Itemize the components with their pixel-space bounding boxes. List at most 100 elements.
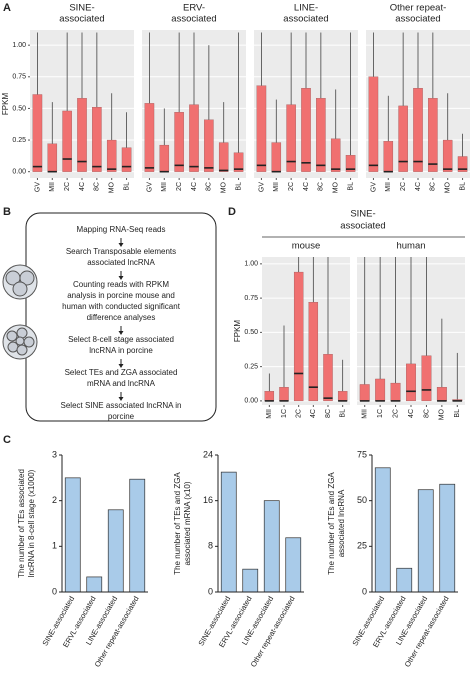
x-tick-label: 2C: [176, 182, 183, 191]
x-tick-label: MII: [266, 409, 273, 419]
plot-background: [262, 257, 350, 405]
y-tick-label: 3: [52, 449, 57, 459]
box: [442, 139, 453, 172]
flow-step: Select 8-cell stage associated: [68, 335, 174, 344]
y-tick-label: 25: [357, 541, 367, 551]
flow-step: associated lncRNA: [87, 258, 155, 267]
x-tick-label: BL: [459, 182, 466, 191]
flow-step: difference analyses: [87, 313, 156, 322]
y-tick-label: 0.50: [12, 105, 26, 112]
chart-title: SINE-: [69, 3, 94, 14]
y-axis-label: The number of TEs and ZGA: [327, 472, 336, 575]
x-tick-label: 4C: [415, 182, 422, 191]
y-tick-label: 1.00: [244, 261, 258, 268]
flow-step: lncRNA in porcine: [89, 346, 153, 355]
box: [428, 98, 438, 172]
panel-title: SINE-: [350, 209, 375, 220]
x-tick-label: 4C: [310, 409, 317, 418]
flow-step: Counting reads with RPKM: [73, 280, 169, 289]
y-axis-label: lncRNA in 8-cell stage (x1000): [27, 469, 36, 577]
y-tick-label: 0.00: [244, 398, 258, 405]
box: [189, 104, 199, 172]
arrow-head: [118, 397, 124, 401]
box: [264, 391, 275, 402]
chart-title: associated: [395, 14, 440, 25]
bar: [417, 489, 434, 593]
chart-title: Other repeat-: [390, 3, 447, 14]
x-tick-label: MO: [333, 181, 340, 193]
bar: [107, 509, 124, 593]
chart-title: associated: [59, 14, 104, 25]
x-tick-label: 2C: [392, 409, 399, 418]
y-tick-label: 0.75: [244, 295, 258, 302]
box: [233, 152, 244, 172]
x-tick-label: 4C: [303, 182, 310, 191]
y-tick-label: 2: [52, 495, 57, 505]
box: [174, 112, 184, 172]
x-tick-label: 8C: [94, 182, 101, 191]
x-tick-label: MII: [49, 182, 56, 192]
chart-title: LINE-: [294, 3, 318, 14]
box: [368, 76, 379, 172]
box: [413, 88, 423, 172]
x-tick-label: 8C: [206, 182, 213, 191]
box: [144, 103, 155, 172]
x-tick-label: 1C: [377, 409, 384, 418]
x-tick-label: MO: [221, 181, 228, 193]
bar: [129, 478, 146, 593]
y-tick-label: 0: [208, 586, 213, 596]
box: [256, 85, 267, 172]
y-axis-label: FPKM: [233, 320, 242, 343]
flow-step: Search Transposable elements: [66, 247, 176, 256]
y-axis-label: associated mRNA (x10): [183, 481, 192, 565]
box: [398, 105, 408, 172]
x-tick-label: 2C: [64, 182, 71, 191]
y-tick-label: 0.25: [12, 137, 26, 144]
y-tick-label: 24: [203, 449, 213, 459]
box: [204, 119, 214, 172]
x-tick-label: 1C: [281, 409, 288, 418]
x-tick-label: MO: [439, 408, 446, 420]
box: [345, 155, 356, 172]
panel-title: associated: [340, 221, 385, 232]
x-tick-label: BL: [454, 409, 461, 418]
x-tick-label: 2C: [296, 409, 303, 418]
box: [316, 98, 326, 172]
y-tick-label: 0: [52, 586, 57, 596]
chart-title: associated: [171, 14, 216, 25]
x-tick-label: GV: [146, 182, 153, 192]
flow-step: Select TEs and ZGA associated: [65, 368, 178, 377]
box: [383, 141, 394, 172]
x-tick-label: MII: [273, 182, 280, 192]
box: [47, 143, 58, 172]
y-tick-label: 16: [203, 495, 213, 505]
box: [92, 107, 102, 172]
x-tick-label: 8C: [423, 409, 430, 418]
chart-title: associated: [283, 14, 328, 25]
box: [308, 302, 319, 402]
x-tick-label: MO: [109, 181, 116, 193]
box: [121, 147, 132, 172]
x-tick-label: BL: [340, 409, 347, 418]
y-tick-label: 1: [52, 541, 57, 551]
bar: [64, 477, 81, 593]
y-tick-label: 75: [357, 449, 367, 459]
x-tick-label: 2C: [288, 182, 295, 191]
box: [375, 378, 386, 402]
x-tick-label: GV: [34, 182, 41, 192]
bar: [220, 471, 237, 593]
y-tick-label: 0.25: [244, 363, 258, 370]
x-tick-label: 8C: [318, 182, 325, 191]
x-tick-label: 4C: [79, 182, 86, 191]
x-tick-label: GV: [370, 182, 377, 192]
chart-title: human: [396, 241, 425, 252]
x-tick-label: MII: [362, 409, 369, 419]
box: [293, 271, 304, 402]
cell-icon: [2, 264, 38, 360]
box: [77, 98, 87, 172]
box: [106, 139, 117, 172]
box: [436, 387, 447, 402]
bar: [374, 467, 391, 593]
bar: [86, 576, 103, 593]
y-axis-label: FPKM: [1, 93, 10, 116]
